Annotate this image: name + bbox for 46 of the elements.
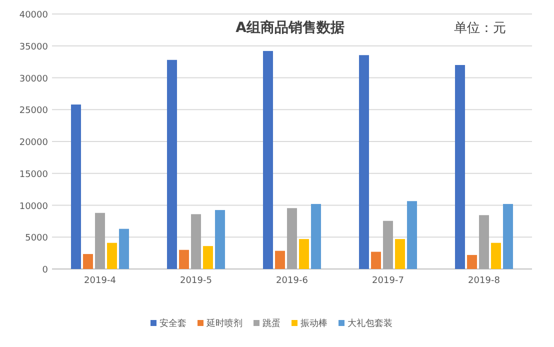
bar (359, 55, 369, 269)
bar (263, 50, 273, 269)
bar (167, 60, 177, 269)
y-tick-label: 40000 (19, 10, 48, 20)
chart-title: A组商品销售数据 (236, 19, 344, 36)
legend-label: 安全套 (160, 318, 186, 329)
bar (491, 242, 501, 269)
x-tick-label: 2019-7 (372, 276, 404, 286)
legend-label: 振动棒 (300, 318, 328, 329)
y-tick-label: 30000 (19, 74, 48, 84)
y-tick-label: 0 (42, 266, 48, 276)
y-tick-label: 10000 (19, 202, 48, 212)
bar (395, 239, 405, 269)
legend-label: 跳蛋 (262, 318, 280, 329)
y-tick-label: 15000 (19, 170, 48, 180)
x-tick-label: 2019-4 (84, 276, 116, 286)
bar (71, 104, 81, 269)
bar (455, 65, 465, 269)
bar (503, 204, 513, 269)
bar (311, 204, 321, 269)
bar (215, 210, 225, 269)
bar (191, 214, 201, 269)
bar (407, 201, 417, 269)
bar (275, 250, 285, 269)
bar (107, 242, 117, 269)
bar (179, 250, 189, 269)
y-tick-label: 5000 (25, 234, 48, 244)
legend-label: 延时喷剂 (206, 318, 242, 329)
bar (287, 208, 297, 269)
bar (371, 252, 381, 269)
bar (203, 246, 213, 269)
x-tick-label: 2019-8 (468, 276, 500, 286)
annotation: 单位：元 (454, 21, 506, 36)
bar (119, 228, 129, 269)
x-tick-label: 2019-5 (180, 276, 212, 286)
x-tick-label: 2019-6 (276, 276, 308, 286)
bar (95, 212, 105, 269)
bar (467, 254, 477, 269)
legend-label: 大礼包套装 (348, 318, 392, 329)
bar (299, 239, 309, 269)
bar (383, 220, 393, 269)
y-tick-label: 20000 (19, 138, 48, 148)
y-tick-label: 25000 (19, 106, 48, 116)
bar (479, 215, 489, 269)
bar (83, 254, 93, 269)
y-tick-label: 35000 (19, 42, 48, 52)
